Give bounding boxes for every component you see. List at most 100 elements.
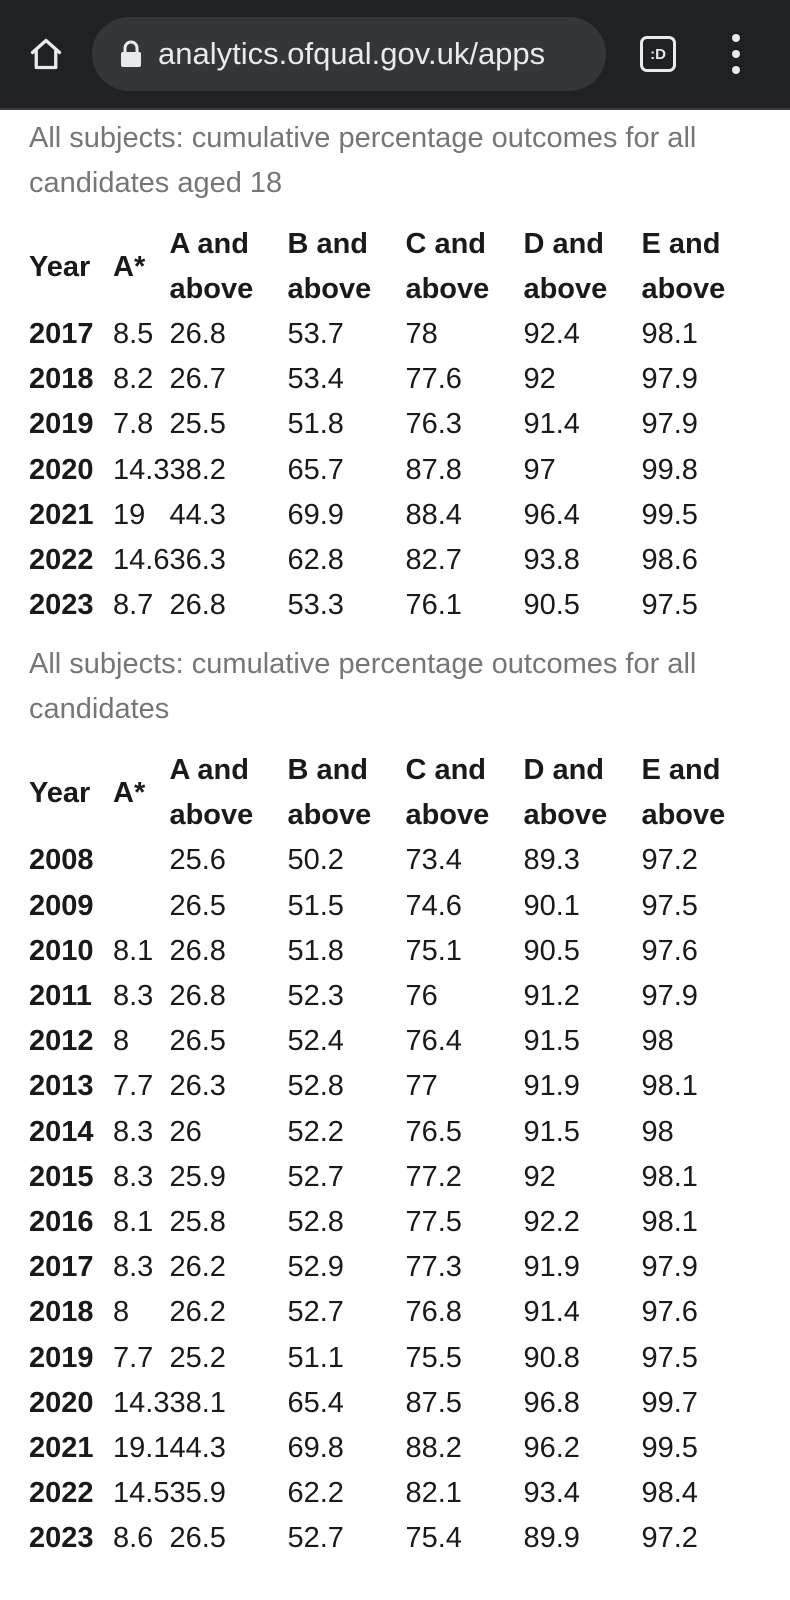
table-caption-all-candidates: All subjects: cumulative percentage outc… <box>29 648 697 726</box>
value-cell: 99.5 <box>641 1432 698 1465</box>
value-cell: 77.3 <box>405 1251 462 1284</box>
value-cell: 8 <box>113 1025 130 1058</box>
value-cell: 52.2 <box>287 1115 344 1148</box>
value-cell: 98.1 <box>641 1070 698 1103</box>
value-cell: 90.5 <box>523 934 580 967</box>
year-cell: 2019 <box>29 408 94 441</box>
value-cell: 97.2 <box>641 844 698 877</box>
value-cell: 26.3 <box>169 1070 226 1103</box>
table-body-all-candidates: 2008 25.6 50.2 73.4 89.3 97.2 2009 26.5 51.5 74.6… <box>29 838 759 1561</box>
tabs-button[interactable]: :D <box>640 36 676 72</box>
year-cell: 2011 <box>29 980 92 1013</box>
value-cell: 8.3 <box>113 1115 154 1148</box>
value-cell: 8.1 <box>113 934 154 967</box>
year-cell: 2010 <box>29 934 94 967</box>
header-c-and-above: C and above <box>405 228 490 305</box>
value-cell: 26.2 <box>169 1296 226 1329</box>
value-cell: 87.5 <box>405 1386 462 1419</box>
header-year: Year <box>29 776 91 809</box>
year-cell: 2017 <box>29 1251 94 1284</box>
outcomes-table-aged-18: Year A* A and above B and above C and ab… <box>29 222 759 628</box>
header-year: Year <box>29 250 91 283</box>
value-cell: 98.1 <box>641 1160 698 1193</box>
value-cell: 52.7 <box>287 1160 344 1193</box>
table-row: 2008 25.6 50.2 73.4 89.3 97.2 <box>29 838 759 883</box>
header-b-and-above: B and above <box>287 754 372 832</box>
value-cell <box>113 884 169 929</box>
table-row: 2019 7.8 25.5 51.8 76.3 91.4 97.9 <box>29 402 759 447</box>
table-row: 2017 8.5 26.8 53.7 78 92.4 98.1 <box>29 312 759 357</box>
value-cell: 97.6 <box>641 1296 698 1329</box>
table-row: 2021 19.1 44.3 69.8 88.2 96.2 99.5 <box>29 1426 759 1471</box>
value-cell: 25.5 <box>169 408 226 441</box>
table-row: 2023 8.6 26.5 52.7 75.4 89.9 97.2 <box>29 1516 759 1561</box>
value-cell: 97.9 <box>641 408 698 441</box>
value-cell: 62.8 <box>287 544 344 577</box>
table-row: 2015 8.3 25.9 52.7 77.2 92 98.1 <box>29 1155 759 1200</box>
address-bar[interactable]: analytics.ofqual.gov.uk/apps <box>92 17 606 91</box>
value-cell: 91.9 <box>523 1251 580 1284</box>
value-cell: 52.8 <box>287 1206 344 1239</box>
table-row: 2022 14.6 36.3 62.8 82.7 93.8 98.6 <box>29 538 759 583</box>
table-row: 2014 8.3 26 52.2 76.5 91.5 98 <box>29 1110 759 1155</box>
year-cell: 2009 <box>29 889 94 922</box>
value-cell: 89.9 <box>523 1522 580 1555</box>
header-a-and-above: A and above <box>169 754 254 832</box>
value-cell: 75.5 <box>405 1341 462 1374</box>
more-vert-icon <box>732 34 740 42</box>
value-cell: 14.6 <box>113 544 170 577</box>
value-cell: 91.4 <box>523 408 580 441</box>
value-cell: 14.3 <box>113 1386 170 1419</box>
value-cell: 75.4 <box>405 1522 462 1555</box>
home-icon <box>30 38 62 70</box>
value-cell: 44.3 <box>169 1432 226 1465</box>
value-cell: 25.8 <box>169 1206 226 1239</box>
value-cell: 35.9 <box>169 1477 226 1510</box>
value-cell: 52.9 <box>287 1251 344 1284</box>
table-row: 2012 8 26.5 52.4 76.4 91.5 98 <box>29 1019 759 1064</box>
value-cell: 26.8 <box>169 934 226 967</box>
year-cell: 2017 <box>29 318 94 350</box>
year-cell: 2012 <box>29 1025 94 1058</box>
table-row: 2019 7.7 25.2 51.1 75.5 90.8 97.5 <box>29 1336 759 1381</box>
outcomes-table-all-candidates: Year A* A and above B and above C and ab… <box>29 748 759 1561</box>
value-cell: 98 <box>641 1025 674 1058</box>
value-cell: 82.7 <box>405 544 462 577</box>
value-cell: 76.4 <box>405 1025 462 1058</box>
value-cell: 52.3 <box>287 980 344 1013</box>
more-menu-button[interactable] <box>718 34 754 74</box>
value-cell: 97.9 <box>641 363 698 396</box>
value-cell: 73.4 <box>405 844 462 877</box>
value-cell: 96.4 <box>523 498 580 531</box>
value-cell: 93.8 <box>523 544 580 577</box>
value-cell: 99.7 <box>641 1386 698 1419</box>
value-cell: 74.6 <box>405 889 462 922</box>
value-cell: 90.8 <box>523 1341 580 1374</box>
table-row: 2009 26.5 51.5 74.6 90.1 97.5 <box>29 884 759 929</box>
value-cell: 99.8 <box>641 453 698 486</box>
value-cell: 97.2 <box>641 1522 698 1555</box>
value-cell: 92.2 <box>523 1206 580 1239</box>
value-cell: 92.4 <box>523 318 580 350</box>
header-a-and-above: A and above <box>169 228 254 305</box>
value-cell: 91.9 <box>523 1070 580 1103</box>
value-cell: 97.6 <box>641 934 698 967</box>
value-cell: 98.1 <box>641 1206 698 1239</box>
home-button[interactable] <box>22 30 70 78</box>
value-cell: 26.8 <box>169 318 226 350</box>
value-cell: 38.2 <box>169 453 226 486</box>
value-cell: 77 <box>405 1070 438 1103</box>
value-cell: 97.9 <box>641 1251 698 1284</box>
value-cell: 8.5 <box>113 318 154 350</box>
year-cell: 2018 <box>29 1296 94 1329</box>
value-cell: 76.1 <box>405 589 462 622</box>
value-cell: 26.5 <box>169 889 226 922</box>
value-cell: 76.8 <box>405 1296 462 1329</box>
year-cell: 2022 <box>29 1477 94 1510</box>
value-cell: 76.5 <box>405 1115 462 1148</box>
value-cell: 96.2 <box>523 1432 580 1465</box>
value-cell: 8.3 <box>113 1251 154 1284</box>
table-body-aged-18: 2017 8.5 26.8 53.7 78 92.4 98.1 2018 8.2 26.7 53.4… <box>29 312 759 628</box>
value-cell: 26.8 <box>169 980 226 1013</box>
year-cell: 2023 <box>29 589 94 622</box>
